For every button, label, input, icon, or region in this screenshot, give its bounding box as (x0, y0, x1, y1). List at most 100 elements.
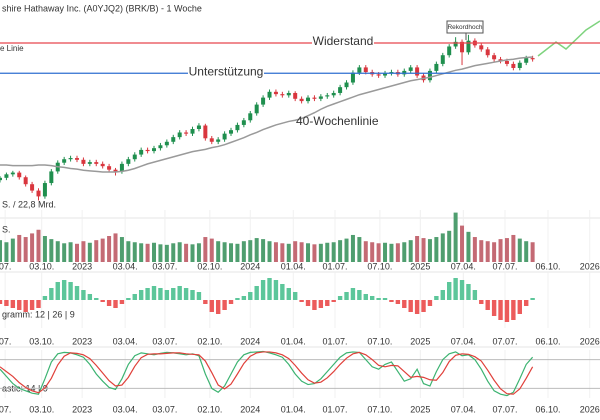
histogram-bar (312, 300, 317, 310)
histogram-bar (466, 284, 471, 300)
volume-bar (389, 243, 394, 262)
volume-bar (299, 242, 304, 262)
candle-body (466, 40, 471, 53)
x-tick-label: 2025 (410, 336, 430, 346)
candle-body (203, 125, 208, 139)
histogram-bar (164, 290, 170, 300)
histogram-bar (113, 300, 118, 308)
candle-body (293, 92, 298, 99)
histogram-bar (511, 300, 516, 320)
x-tick-label: 03.04. (113, 336, 138, 346)
candle-body (23, 177, 28, 185)
histogram-bar (209, 300, 214, 312)
volume-bar (280, 243, 285, 262)
histogram-bar (382, 298, 388, 300)
candle-body (408, 67, 413, 71)
candle-body (273, 91, 278, 95)
candle-body (517, 62, 522, 68)
volume-bar (293, 241, 298, 262)
x-tick-label: 2025 (410, 261, 430, 271)
x-tick-label: 01.07. (322, 404, 347, 414)
candle-body (139, 149, 144, 155)
histogram-bar (49, 288, 54, 300)
volume-bar (139, 243, 144, 262)
candle-body (357, 67, 362, 73)
candle-body (261, 97, 266, 105)
histogram-bar (222, 300, 227, 310)
histogram-bar (273, 280, 279, 300)
candle-body (498, 59, 503, 62)
candle-body (350, 72, 355, 83)
volume-bar (440, 233, 445, 262)
volume-bar (87, 242, 92, 262)
volume-bar (447, 230, 452, 262)
histogram-bar (228, 300, 234, 304)
volume-bar (350, 234, 355, 262)
histogram-bar (138, 290, 144, 300)
histogram-bar (299, 300, 304, 302)
candle-body (286, 92, 291, 96)
histogram-bar (215, 300, 221, 314)
histogram-bar (106, 300, 112, 306)
x-tick-label: 2024 (240, 261, 260, 271)
volume-bar (434, 237, 439, 262)
candle-body (299, 98, 304, 102)
histogram-bar (100, 300, 105, 302)
x-tick-label: 2025 (410, 404, 430, 414)
histogram-bar (36, 300, 41, 308)
volume-bar (492, 242, 497, 262)
histogram-bar (402, 300, 407, 308)
volume-bar (164, 244, 169, 262)
candle-body (415, 67, 420, 76)
histogram-bar (292, 292, 298, 300)
volume-bar (472, 237, 477, 262)
histogram-bar (145, 288, 150, 300)
volume-bar (119, 237, 124, 262)
volume-bar (241, 241, 246, 262)
volume-bar (402, 242, 407, 262)
x-tick-label: 07. (0, 261, 11, 271)
candle-body (440, 55, 445, 64)
histogram-bar (485, 300, 490, 310)
histogram-bar (357, 290, 362, 300)
volume-bar (421, 238, 426, 262)
forecast-path (537, 20, 600, 57)
x-tick-label: 07. (0, 336, 11, 346)
histogram-bar (459, 280, 465, 300)
candle-body (10, 172, 15, 175)
volume-bar (23, 237, 28, 262)
histogram-bar (408, 300, 413, 312)
histogram-bar (479, 300, 484, 304)
histogram-bar (504, 300, 510, 322)
histogram-bar (254, 286, 259, 300)
candle-body (209, 138, 214, 142)
x-tick-label: 01.04. (281, 336, 306, 346)
volume-bar (460, 225, 465, 262)
histogram-bar (158, 288, 163, 300)
candle-body (306, 97, 311, 102)
oscillator-line (0, 351, 534, 395)
volume-bar (36, 229, 41, 262)
histogram-bar (414, 300, 420, 314)
histogram-bar (434, 296, 439, 300)
x-tick-label: 07. (0, 404, 11, 414)
histogram-bar (235, 298, 240, 300)
candle-body (107, 166, 112, 170)
candle-body (164, 141, 169, 146)
volume-bar (152, 242, 157, 262)
histogram-bar (119, 300, 125, 304)
x-tick-label: 02.10. (197, 404, 222, 414)
histogram-bar (305, 300, 311, 306)
volume-bar (132, 242, 137, 262)
volume-bar (427, 239, 432, 262)
x-tick-label: 02.10. (197, 261, 222, 271)
volume-bar (4, 242, 9, 262)
candle-body (492, 55, 497, 60)
volume-bar (55, 241, 60, 262)
chart-title: shire Hathaway Inc. (A0YJQ2) (BRK/B) - 1… (2, 3, 202, 13)
histogram-bar (10, 300, 16, 308)
histogram-bar (280, 284, 285, 300)
label-bg (312, 35, 374, 50)
volume-bar (0, 240, 2, 262)
